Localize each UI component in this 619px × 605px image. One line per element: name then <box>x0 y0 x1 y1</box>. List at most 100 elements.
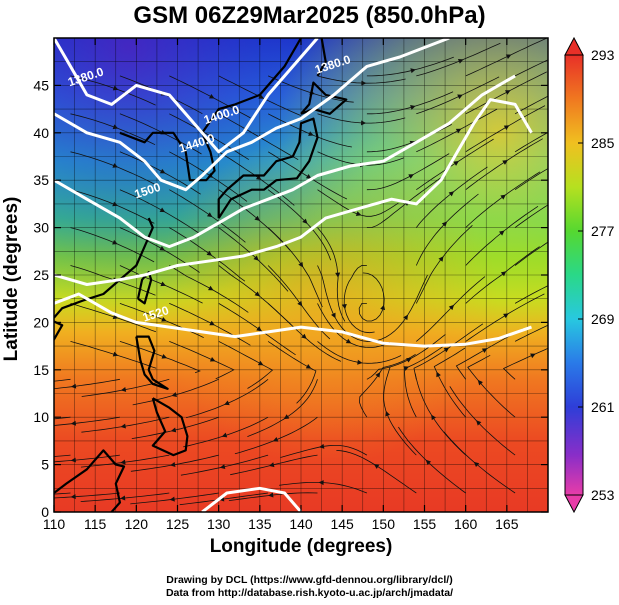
streamline <box>465 205 539 266</box>
streamline <box>70 75 156 106</box>
wind-arrow <box>530 353 536 359</box>
streamline <box>366 176 444 228</box>
wind-arrow <box>159 207 166 213</box>
wind-arrow <box>169 496 175 502</box>
coastline <box>119 38 302 182</box>
coastlines <box>54 38 348 512</box>
chart-title: GSM 06Z29Mar2025 (850.0hPa) <box>133 2 486 29</box>
streamline <box>383 366 417 456</box>
wind-arrow <box>256 326 262 332</box>
wind-arrow <box>500 271 507 277</box>
streamline <box>465 171 541 228</box>
colorbar-tick-label: 269 <box>591 311 615 327</box>
coastline <box>151 397 189 457</box>
streamline <box>514 324 548 342</box>
latitude-tick-label: 10 <box>33 409 49 425</box>
wind-arrow <box>305 364 312 369</box>
streamline <box>267 113 352 148</box>
wind-arrow <box>500 194 506 200</box>
colorbar-tick-label: 285 <box>591 135 615 151</box>
wind-arrow <box>120 495 126 501</box>
streamline <box>465 105 546 153</box>
longitude-tick-label: 110 <box>43 516 66 532</box>
wind-arrow <box>331 312 336 319</box>
latitude-tick-label: 25 <box>33 267 49 283</box>
latitude-tick-label: 35 <box>33 172 49 188</box>
wind-arrow <box>505 54 512 60</box>
streamline <box>366 153 450 191</box>
wind-arrow <box>258 94 264 99</box>
streamline <box>416 138 494 191</box>
wind-arrow <box>335 272 341 278</box>
wind-arrow <box>208 285 214 291</box>
colorbar-tick-label: 253 <box>591 487 615 503</box>
wind-arrow <box>209 356 216 362</box>
wind-arrow <box>385 410 390 417</box>
streamline <box>415 225 473 304</box>
wind-arrow <box>361 80 367 86</box>
streamline <box>169 265 249 313</box>
wind-arrow <box>302 218 308 224</box>
wind-arrow <box>120 387 127 392</box>
streamline <box>218 303 296 356</box>
wind-arrow <box>257 360 264 366</box>
wind-arrow <box>438 256 444 262</box>
wind-arrow <box>555 317 562 324</box>
streamline <box>415 193 479 266</box>
longitude-tick-label: 150 <box>372 516 396 532</box>
streamline <box>267 189 332 261</box>
wind-arrow <box>21 419 26 424</box>
wind-arrow <box>161 316 167 322</box>
coastline <box>54 449 126 512</box>
streamline <box>514 204 548 228</box>
wind-arrow <box>112 85 119 91</box>
wind-arrow <box>436 371 441 378</box>
streamline <box>169 113 250 160</box>
colorbar: 253 261 269 277 285 293 <box>564 36 615 514</box>
latitude-tick-label: 15 <box>33 362 49 378</box>
wind-arrow <box>297 300 303 307</box>
streamline <box>514 168 548 191</box>
wind-arrow <box>341 304 347 310</box>
wind-arrow <box>473 461 480 468</box>
streamline <box>416 108 498 153</box>
wind-arrow <box>375 372 381 378</box>
streamline <box>449 386 516 456</box>
credits: Drawing by DCL (https://www.gfd-dennou.o… <box>0 574 619 600</box>
wind-arrow <box>503 313 509 319</box>
wind-arrow <box>298 261 304 268</box>
streamline <box>317 303 390 349</box>
streamline <box>54 378 71 382</box>
wind-arrow <box>112 124 119 130</box>
streamline <box>54 416 71 420</box>
wind-arrow <box>209 93 215 99</box>
streamline <box>218 75 301 116</box>
colorbar-tick-label: 261 <box>591 399 615 415</box>
streamline <box>267 75 354 103</box>
streamline <box>514 285 548 304</box>
streamline <box>359 354 416 418</box>
streamline <box>119 341 201 374</box>
wind-arrow <box>554 88 561 95</box>
coastline <box>217 117 319 219</box>
height-contour <box>54 74 516 249</box>
wind-arrow <box>410 68 416 74</box>
streamline <box>465 293 545 342</box>
wind-arrow <box>499 230 505 236</box>
wind-arrow <box>361 120 367 126</box>
streamline <box>502 347 548 380</box>
wind-arrow <box>159 168 166 174</box>
wind-arrow <box>481 348 488 353</box>
wind-arrow <box>552 197 559 204</box>
wind-arrow <box>224 400 230 406</box>
streamline <box>267 265 331 340</box>
wind-arrow <box>301 333 307 339</box>
wind-arrow <box>357 359 363 365</box>
wind-arrow <box>209 320 215 326</box>
wind-arrow <box>476 420 482 426</box>
streamline <box>317 75 406 84</box>
wind-arrow <box>208 133 214 139</box>
wind-arrow <box>112 351 119 357</box>
wind-arrow <box>254 215 260 221</box>
streamline <box>415 166 488 228</box>
